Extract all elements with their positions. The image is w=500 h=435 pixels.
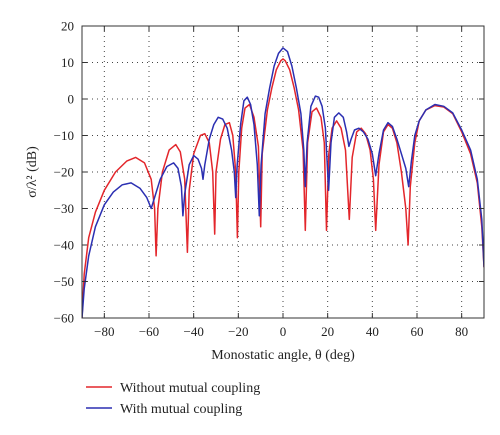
series-layer bbox=[82, 47, 484, 318]
y-tick-label: 20 bbox=[61, 19, 74, 34]
x-tick-labels: −80 −60 −40 −20 0 20 40 60 80 bbox=[94, 324, 468, 339]
axis-ticks bbox=[82, 25, 484, 319]
series-line-with-coupling bbox=[82, 47, 484, 318]
legend-label: Without mutual coupling bbox=[120, 381, 260, 396]
legend: Without mutual coupling With mutual coupl… bbox=[86, 381, 260, 417]
series-line-without-coupling bbox=[82, 58, 484, 318]
y-tick-labels: 20 10 0 −10 −20 −30 −40 −50 −60 bbox=[54, 19, 74, 326]
grid-lines bbox=[82, 25, 484, 319]
y-axis-label: σ/λ² (dB) bbox=[25, 146, 40, 198]
x-tick-label: 0 bbox=[280, 324, 287, 339]
x-axis-label: Monostatic angle, θ (deg) bbox=[211, 348, 355, 363]
y-tick-label: −40 bbox=[54, 238, 74, 253]
y-tick-label: 0 bbox=[68, 92, 75, 107]
x-tick-label: −80 bbox=[94, 324, 114, 339]
y-tick-label: −30 bbox=[54, 201, 74, 216]
x-tick-label: −60 bbox=[139, 324, 159, 339]
x-tick-label: 60 bbox=[411, 324, 424, 339]
x-tick-label: 80 bbox=[455, 324, 468, 339]
x-tick-label: 20 bbox=[321, 324, 334, 339]
y-tick-label: −60 bbox=[54, 311, 74, 326]
y-tick-label: −50 bbox=[54, 274, 74, 289]
x-tick-label: −20 bbox=[228, 324, 248, 339]
legend-label: With mutual coupling bbox=[120, 402, 242, 417]
y-tick-label: 10 bbox=[61, 55, 74, 70]
y-tick-label: −10 bbox=[54, 128, 74, 143]
y-tick-label: −20 bbox=[54, 165, 74, 180]
x-tick-label: 40 bbox=[366, 324, 379, 339]
x-tick-label: −40 bbox=[183, 324, 203, 339]
